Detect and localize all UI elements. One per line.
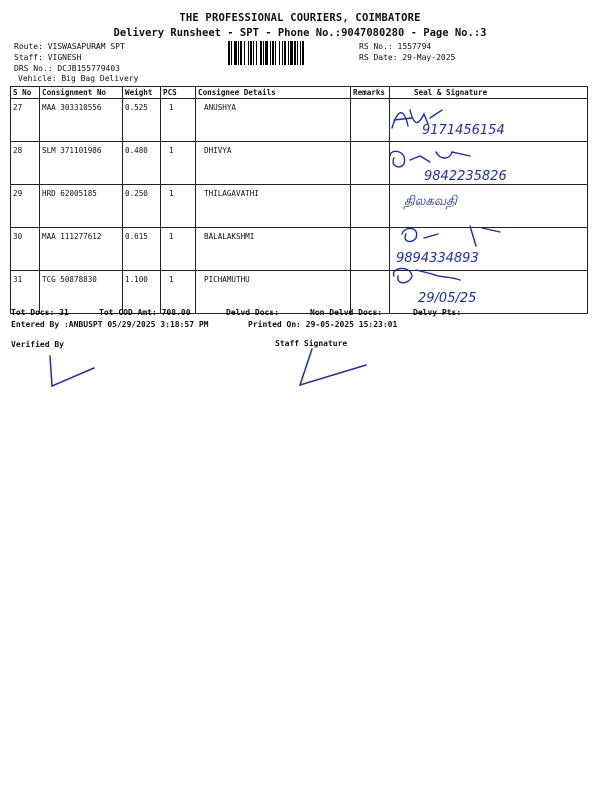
delivered-docs: Delvd Docs: xyxy=(226,308,279,317)
barcode-bar xyxy=(238,41,239,65)
signature-scribble-28 xyxy=(389,150,471,168)
signature-scribble-31 xyxy=(392,267,461,284)
barcode-bar xyxy=(228,41,230,65)
col-consignee-header: Consignee Details xyxy=(195,86,351,99)
company-title: THE PROFESSIONAL COURIERS, COIMBATORE xyxy=(179,12,421,24)
cell-signature xyxy=(389,270,588,314)
verified-by-label: Verified By xyxy=(11,340,64,349)
cell-weight: 0.525 xyxy=(122,98,161,142)
cell-consignment: HRD 62005185 xyxy=(39,184,123,228)
table-row: 31 TCG 50878830 1.100 1 PICHAMUTHU xyxy=(10,270,588,314)
barcode-bar xyxy=(234,41,237,65)
verified-by-signature xyxy=(49,355,95,388)
barcode xyxy=(228,41,348,65)
signature-text-29: திலகவதி xyxy=(403,194,458,210)
barcode-bar xyxy=(300,41,301,65)
cell-pcs: 1 xyxy=(160,98,196,142)
drs-number: DRS No.: DCJB155779403 xyxy=(14,64,120,73)
signature-scribble-30 xyxy=(401,225,501,247)
barcode-bar xyxy=(265,41,268,65)
signature-text-30: 9894334893 xyxy=(396,251,479,266)
cell-consignment: MAA 111277612 xyxy=(39,227,123,271)
vehicle-label: Vehicle: Big Bag Delivery xyxy=(18,74,139,83)
col-weight-header: Weight xyxy=(122,86,161,99)
cell-consignee: THILAGAVATHI xyxy=(195,184,351,228)
col-consignment-header: Consignment No xyxy=(39,86,123,99)
signature-ink-overlay: 9171456154 9842235826 திலகவதி 9894334893… xyxy=(389,109,507,306)
barcode-bar xyxy=(272,41,274,65)
barcode-bar xyxy=(240,41,242,65)
cell-pcs: 1 xyxy=(160,227,196,271)
total-cod-amount: Tot COD Amt: 708.00 xyxy=(99,308,191,317)
table-row: 29 HRD 62005185 0.250 1 THILAGAVATHI xyxy=(10,184,588,228)
signature-text-27: 9171456154 xyxy=(422,123,505,138)
barcode-bar xyxy=(284,41,286,65)
cell-remarks xyxy=(350,184,390,228)
col-pcs-header: PCS xyxy=(160,86,196,99)
cell-weight: 0.615 xyxy=(122,227,161,271)
cell-sno: 30 xyxy=(10,227,40,271)
signature-text-31: 29/05/25 xyxy=(418,291,476,306)
printed-on: Printed On: 29-05-2025 15:23:01 xyxy=(248,320,398,329)
cell-consignee: DHIVYA xyxy=(195,141,351,185)
staff-label: Staff: VIGNESH xyxy=(14,53,82,62)
runsheet-table: S No Consignment No Weight PCS Consignee… xyxy=(10,86,588,314)
cell-consignee: BALALAKSHMI xyxy=(195,227,351,271)
staff-signature-label: Staff Signature xyxy=(275,339,348,348)
barcode-bar xyxy=(270,41,271,65)
barcode-bar xyxy=(282,41,283,65)
barcode-bar xyxy=(275,41,276,65)
cell-sno: 27 xyxy=(10,98,40,142)
barcode-bar xyxy=(256,41,257,65)
cell-pcs: 1 xyxy=(160,184,196,228)
barcode-bar xyxy=(250,41,252,65)
cell-sno: 28 xyxy=(10,141,40,185)
barcode-bar xyxy=(263,41,264,65)
non-delivered-docs: Non Delvd Docs: xyxy=(310,308,383,317)
cell-weight: 0.250 xyxy=(122,184,161,228)
barcode-bar xyxy=(260,41,262,65)
total-docs: Tot Docs: 31 xyxy=(11,308,69,317)
barcode-bar xyxy=(231,41,232,65)
cell-sno: 31 xyxy=(10,270,40,314)
col-signature-header: Seal & Signature xyxy=(389,86,588,99)
signature-text-28: 9842235826 xyxy=(424,169,507,184)
rs-date: RS Date: 29-May-2025 xyxy=(359,53,456,62)
staff-signature-mark xyxy=(298,348,367,387)
barcode-bar xyxy=(302,41,304,65)
entered-by: Entered By :ANBUSPT 05/29/2025 3:18:57 P… xyxy=(11,320,209,329)
cell-weight: 1.100 xyxy=(122,270,161,314)
barcode-bar xyxy=(290,41,293,65)
cell-consignee: ANUSHYA xyxy=(195,98,351,142)
cell-consignment: MAA 303310556 xyxy=(39,98,123,142)
delivery-points: Delvy Pts: xyxy=(413,308,462,317)
barcode-bar xyxy=(279,41,280,65)
cell-weight: 0.480 xyxy=(122,141,161,185)
rs-number: RS No.: 1557794 xyxy=(359,42,432,51)
runsheet-subtitle: Delivery Runsheet - SPT - Phone No.:9047… xyxy=(113,27,487,39)
signature-scribble-27 xyxy=(391,109,443,129)
table-header-row: S No Consignment No Weight PCS Consignee… xyxy=(10,86,588,99)
route-label: Route: VISWASAPURAM SPT xyxy=(14,42,125,51)
cell-consignment: TCG 50878830 xyxy=(39,270,123,314)
cell-consignment: SLM 371101986 xyxy=(39,141,123,185)
table-row: 27 MAA 303310556 0.525 1 ANUSHYA xyxy=(10,98,588,142)
cell-sno: 29 xyxy=(10,184,40,228)
table-row: 28 SLM 371101986 0.480 1 DHIVYA xyxy=(10,141,588,185)
barcode-bar xyxy=(294,41,296,65)
cell-consignee: PICHAMUTHU xyxy=(195,270,351,314)
barcode-bar xyxy=(297,41,298,65)
col-remarks-header: Remarks xyxy=(350,86,390,99)
barcode-bar xyxy=(248,41,249,65)
barcode-bar xyxy=(288,41,289,65)
barcode-bar xyxy=(244,41,245,65)
col-sno-header: S No xyxy=(10,86,40,99)
barcode-bar xyxy=(253,41,254,65)
cell-pcs: 1 xyxy=(160,141,196,185)
cell-pcs: 1 xyxy=(160,270,196,314)
